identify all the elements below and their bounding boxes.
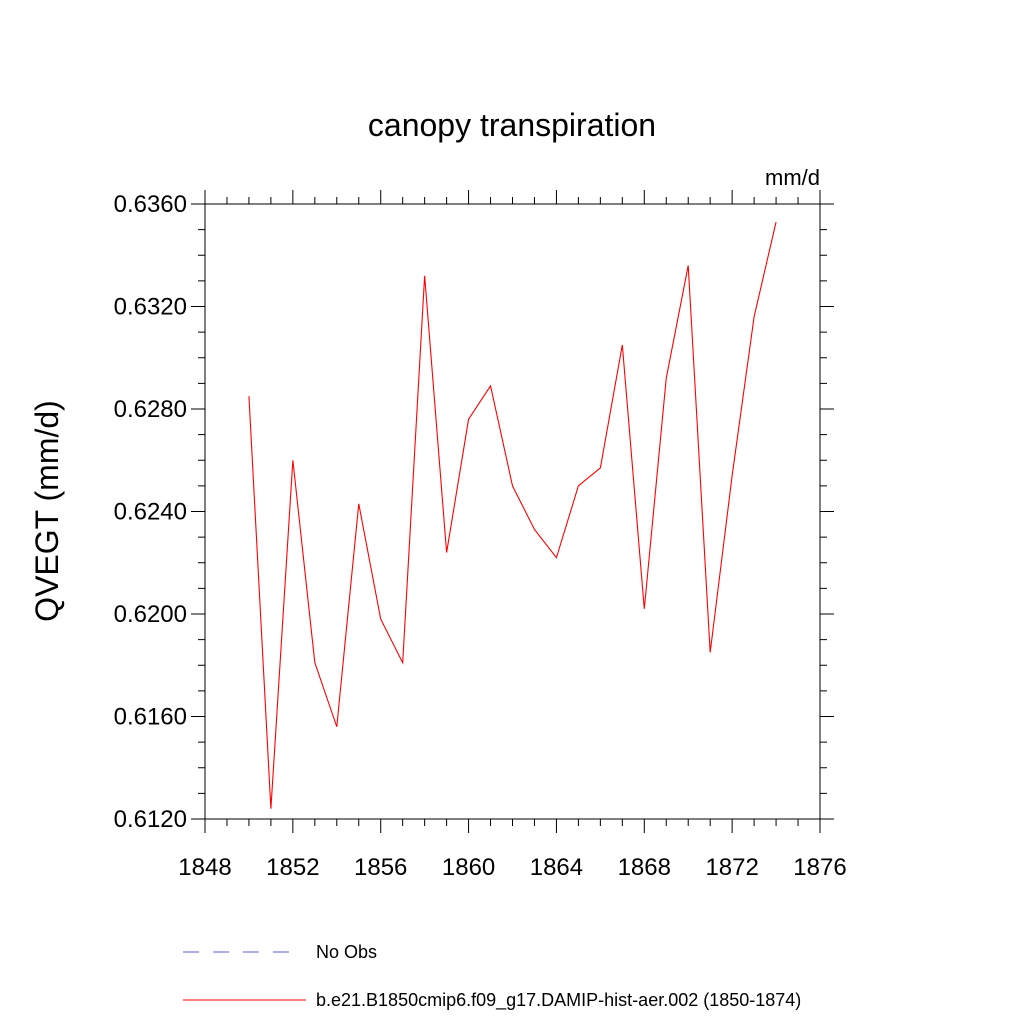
y-tick-label: 0.6120: [114, 806, 187, 833]
y-tick-label: 0.6160: [114, 704, 187, 731]
x-tick-label: 1852: [266, 854, 319, 881]
y-tick-label: 0.6240: [114, 499, 187, 526]
series-line: [248, 221, 777, 809]
y-axis: 0.6120 0.6160 0.6200 0.6240 0.6280 0.6320 0.63…: [114, 191, 834, 833]
units-label: mm/d: [765, 165, 820, 190]
y-tick-label: 0.6360: [114, 191, 187, 218]
y-tick-label: 0.6200: [114, 601, 187, 628]
y-tick-label: 0.6320: [114, 294, 187, 321]
x-tick-label: 1868: [618, 854, 671, 881]
x-tick-label: 1860: [442, 854, 495, 881]
y-tick-label: 0.6280: [114, 396, 187, 423]
legend: No Obs b.e21.B1850cmip6.f09_g17.DAMIP-his…: [183, 942, 801, 1011]
legend-label: No Obs: [316, 942, 377, 962]
x-axis: 1848 1852 1856 1860 1864 1868 1872 1876: [178, 190, 847, 881]
x-tick-label: 1848: [178, 854, 231, 881]
x-tick-label: 1856: [354, 854, 407, 881]
chart-title: canopy transpiration: [368, 107, 656, 143]
x-tick-label: 1876: [793, 854, 846, 881]
series-layer: [248, 221, 777, 809]
y-axis-label: QVEGT (mm/d): [29, 400, 65, 622]
x-tick-label: 1872: [705, 854, 758, 881]
legend-label: b.e21.B1850cmip6.f09_g17.DAMIP-hist-aer.…: [316, 990, 801, 1011]
x-tick-label: 1864: [530, 854, 583, 881]
